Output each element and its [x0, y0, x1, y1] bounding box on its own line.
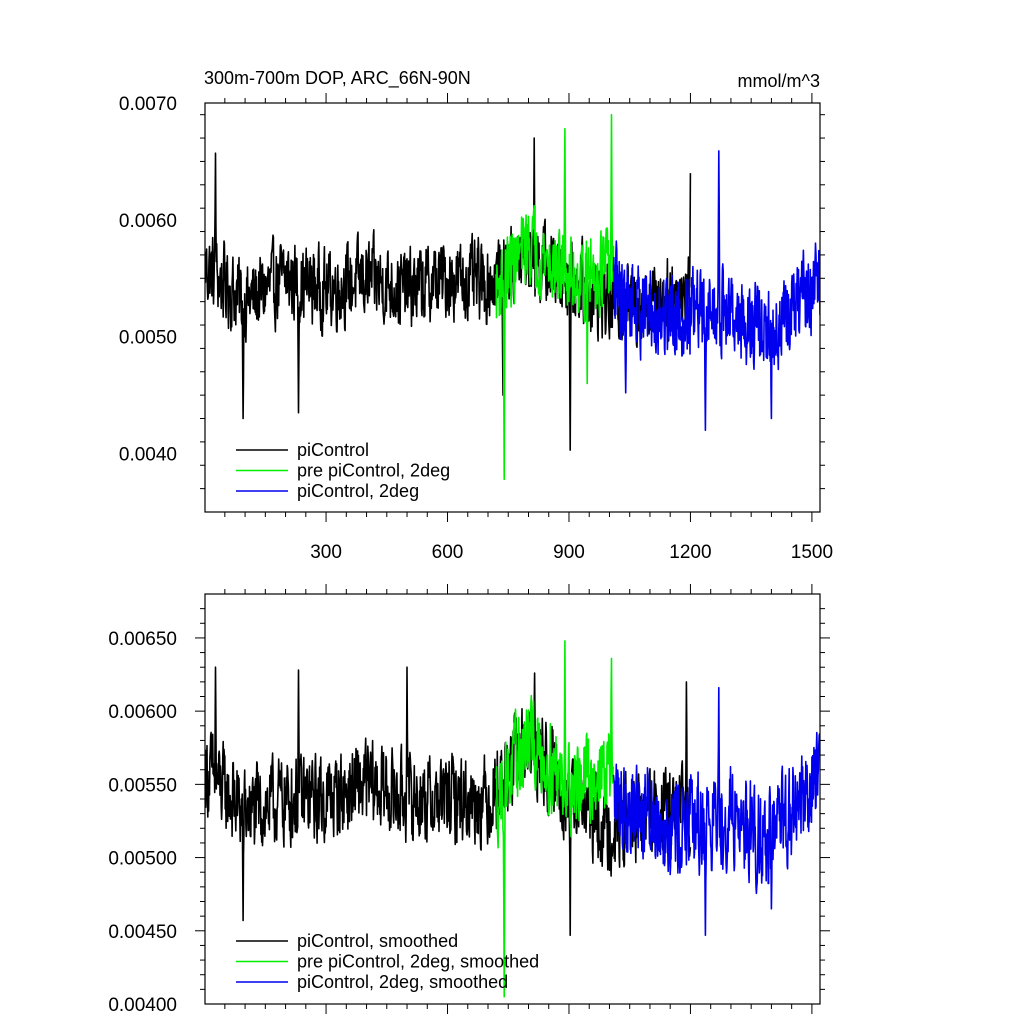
series-line-1: [205, 137, 692, 451]
x-tick-label: 600: [432, 542, 464, 563]
legend-label: pre piControl, 2deg, smoothed: [297, 952, 539, 972]
series-line-2: [495, 640, 615, 998]
series-line-1: [205, 666, 692, 936]
series-layer: [205, 640, 820, 998]
chart-title: 300m-700m DOP, ARC_66N-90N: [204, 68, 471, 89]
y-tick-label: 0.0050: [119, 328, 177, 349]
legend-label: piControl: [297, 440, 369, 460]
legend-label: piControl, smoothed: [297, 931, 458, 951]
series-line-3: [612, 686, 820, 936]
y-tick-label: 0.0040: [119, 445, 177, 466]
x-tick-label: 1500: [791, 542, 833, 563]
units-label: mmol/m^3: [738, 71, 820, 91]
legend-label: piControl, 2deg: [297, 481, 419, 501]
legend-label: pre piControl, 2deg: [297, 461, 450, 481]
axes-layer: 300 600 900 1200 1500 0.0040 0.0050 0.0060 0.007…: [119, 93, 833, 563]
top-chart-panel: 300m-700m DOP, ARC_66N-90N mmol/m^3 300 6…: [119, 68, 833, 563]
series-layer: [205, 113, 820, 481]
axes-layer: 0.00400 0.00450 0.00500 0.00550 0.00600 0.006…: [108, 584, 830, 1016]
x-tick-label: 900: [553, 542, 585, 563]
y-tick-label: 0.00400: [108, 995, 177, 1016]
y-tick-label: 0.0060: [119, 211, 177, 232]
y-tick-label: 0.00550: [108, 775, 177, 796]
x-tick-label: 300: [310, 542, 342, 563]
x-tick-label: 1200: [669, 542, 711, 563]
legend-label: piControl, 2deg, smoothed: [297, 972, 508, 992]
series-line-2: [495, 113, 615, 481]
y-tick-label: 0.00500: [108, 849, 177, 870]
y-tick-label: 0.00600: [108, 702, 177, 723]
y-tick-label: 0.0070: [119, 94, 177, 115]
y-tick-label: 0.00650: [108, 629, 177, 650]
y-tick-label: 0.00450: [108, 922, 177, 943]
plot-frame: [204, 102, 821, 513]
series-line-3: [612, 150, 820, 431]
bottom-chart-panel: 0.00400 0.00450 0.00500 0.00550 0.00600 0.006…: [108, 584, 830, 1016]
